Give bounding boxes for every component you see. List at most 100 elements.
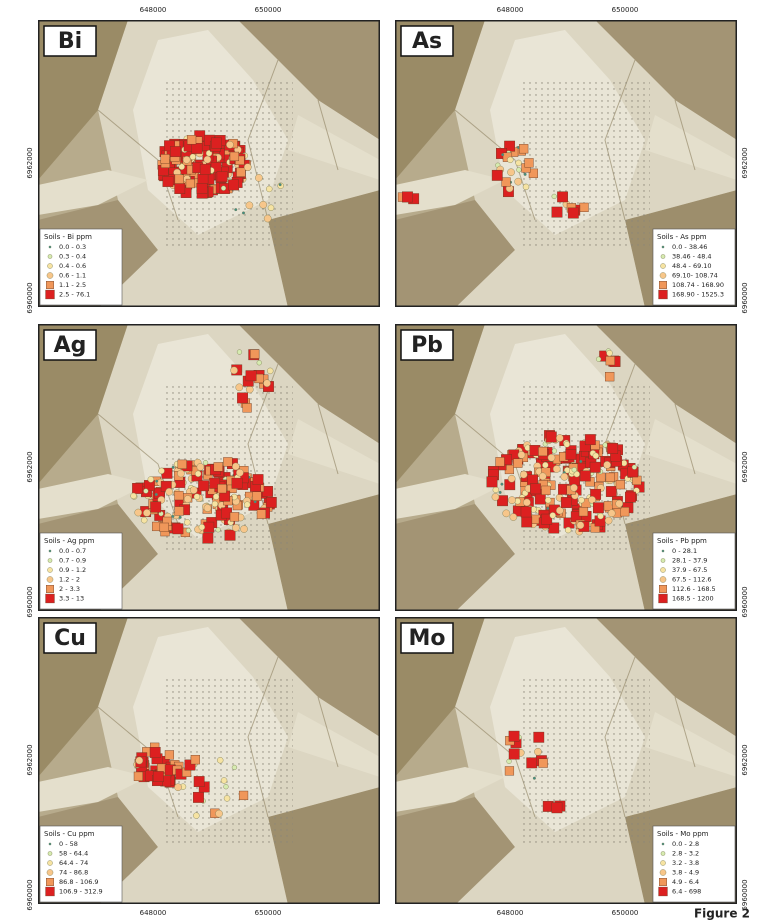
legend-entry: 168.5 - 1200 [672,595,714,603]
symbol [578,496,585,504]
symbol [555,434,564,442]
symbol [538,472,547,481]
symbol [141,516,148,524]
symbol [602,442,608,448]
panel-label: Pb [411,333,443,358]
symbol [528,168,538,178]
symbol [185,178,195,189]
symbol [565,449,577,460]
legend-entry: 112.6 - 168.5 [672,585,716,593]
panel-label: Cu [54,626,86,651]
symbol [544,496,552,504]
symbol [660,254,666,259]
y-coordinate-label: 6960000 [26,586,34,617]
symbol [149,747,161,758]
symbol [556,506,564,515]
symbol [232,523,240,532]
symbol [509,513,518,521]
y-coordinate-label: 6962000 [741,744,749,775]
symbol [533,731,545,743]
symbol [46,272,54,279]
symbol [501,153,505,157]
symbol [152,771,164,782]
symbol [245,385,254,394]
y-coordinate-label: 6960000 [741,586,749,617]
symbol [507,168,515,177]
symbol [265,496,277,508]
symbol [244,501,251,508]
symbol [596,472,606,482]
symbol [578,507,589,517]
symbol [174,183,186,194]
map-panel: Ag Soils - Ag ppm 0.0 - 0.7 0.7 - 0.90.9 - … [38,324,380,611]
symbol [507,156,514,164]
symbol [523,172,527,176]
panel-border [395,324,737,611]
symbol [178,515,182,519]
symbol [256,509,267,519]
y-coordinate-label: 6960000 [26,282,34,313]
symbol [252,491,262,501]
symbol [226,140,234,149]
symbol [193,791,204,803]
label-box [43,25,97,57]
symbol [162,176,174,187]
symbol [659,272,667,279]
symbol [202,532,214,544]
symbol [570,483,578,492]
legend-entry: 0.0 - 2.8 [672,840,699,848]
symbol [47,263,53,269]
symbol [46,576,54,583]
symbol [542,461,549,469]
label-box [400,25,454,57]
symbol [589,461,601,473]
symbol [278,183,282,187]
legend-entry: 0.3 - 0.4 [59,253,86,261]
symbol [170,146,181,158]
symbol [659,878,667,886]
symbol [267,367,274,375]
symbol [552,465,561,473]
symbol [209,477,221,489]
x-coordinate-label: 648000 [497,6,524,14]
symbol [183,495,192,503]
symbol [256,360,262,366]
symbol [604,516,613,525]
symbol [230,366,238,375]
symbol [516,167,522,173]
symbol [507,474,516,483]
symbol [253,500,257,504]
symbol [193,812,200,819]
symbol [171,465,175,469]
symbol [579,459,583,463]
symbol [615,499,624,508]
legend-entry: 108.74 - 168.90 [672,281,724,289]
symbol [588,496,596,504]
symbol [132,483,143,494]
symbol [160,154,170,164]
legend-entry: 1.1 - 2.5 [59,281,86,289]
symbol [486,476,498,488]
symbol [660,558,666,563]
symbol [164,750,175,760]
legend-entry: 69.10- 108.74 [672,272,718,280]
symbol [560,497,572,508]
symbol [223,457,233,467]
symbol [224,529,236,541]
symbol [519,144,529,154]
legend-entry: 1.2 - 2 [59,576,80,584]
symbol [217,484,227,494]
symbol [193,493,201,500]
legend-entry: 6.4 - 698 [672,888,701,896]
symbol [217,757,224,764]
legend-entry: 0.0 - 0.7 [59,547,86,555]
label-box [43,329,97,361]
symbol [560,472,569,481]
symbol [567,207,579,219]
symbol [658,886,668,897]
symbol [203,521,215,533]
symbol [203,155,212,164]
symbol [215,527,221,533]
symbol [551,206,563,218]
